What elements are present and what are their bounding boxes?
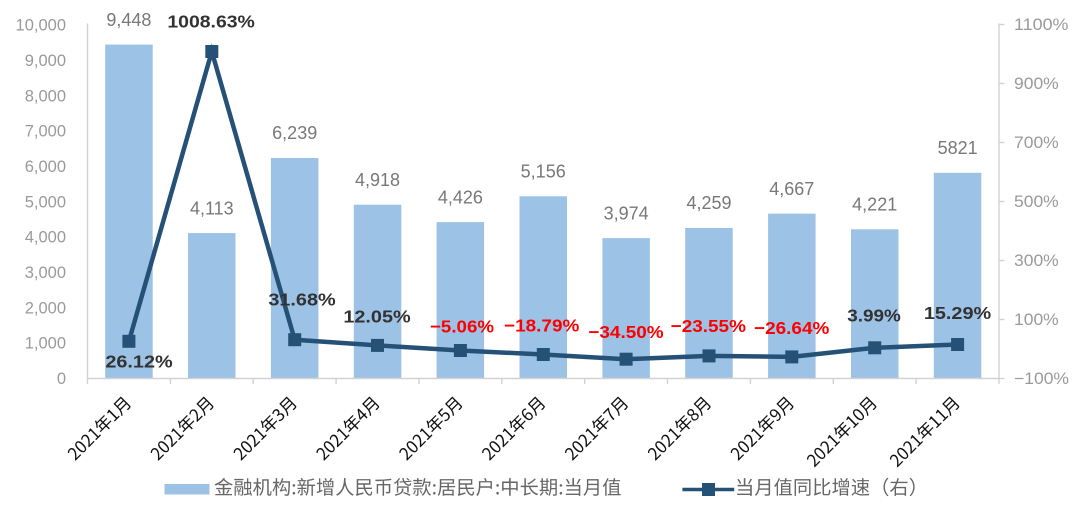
svg-text:0: 0 — [57, 370, 66, 388]
svg-text:1008.63%: 1008.63% — [167, 12, 255, 32]
svg-text:3,000: 3,000 — [25, 264, 66, 282]
svg-text:4,918: 4,918 — [355, 170, 400, 190]
svg-text:2,000: 2,000 — [25, 299, 66, 317]
svg-text:5,156: 5,156 — [521, 162, 566, 182]
svg-text:31.68%: 31.68% — [268, 289, 336, 309]
svg-text:4,667: 4,667 — [769, 179, 814, 199]
svg-text:500%: 500% — [1014, 193, 1059, 211]
svg-text:6,000: 6,000 — [25, 158, 66, 176]
svg-text:7,000: 7,000 — [25, 123, 66, 141]
svg-text:100%: 100% — [1014, 311, 1059, 329]
svg-text:−34.50%: −34.50% — [588, 322, 664, 342]
svg-text:26.12%: 26.12% — [105, 351, 173, 371]
svg-text:−23.55%: −23.55% — [671, 316, 747, 336]
svg-text:3.99%: 3.99% — [847, 305, 901, 325]
svg-text:1,000: 1,000 — [25, 335, 66, 353]
svg-text:4,221: 4,221 — [852, 195, 897, 215]
svg-text:5821: 5821 — [938, 138, 978, 158]
svg-text:300%: 300% — [1014, 252, 1059, 270]
svg-text:5,000: 5,000 — [25, 193, 66, 211]
svg-text:900%: 900% — [1014, 75, 1059, 93]
svg-text:−5.06%: −5.06% — [430, 316, 494, 336]
svg-text:1100%: 1100% — [1014, 16, 1069, 34]
svg-text:9,000: 9,000 — [25, 52, 66, 70]
svg-text:9,448: 9,448 — [106, 10, 151, 30]
svg-text:15.29%: 15.29% — [924, 303, 992, 323]
svg-text:10,000: 10,000 — [16, 17, 66, 35]
svg-text:−100%: −100% — [1014, 370, 1069, 388]
svg-text:4,259: 4,259 — [686, 193, 731, 213]
svg-text:6,239: 6,239 — [272, 123, 317, 143]
svg-text:700%: 700% — [1014, 134, 1059, 152]
svg-text:4,113: 4,113 — [190, 198, 234, 218]
svg-text:4,426: 4,426 — [438, 187, 483, 207]
svg-text:8,000: 8,000 — [25, 87, 66, 105]
svg-text:3,974: 3,974 — [604, 203, 649, 223]
svg-text:−26.64%: −26.64% — [754, 318, 830, 338]
svg-text:−18.79%: −18.79% — [504, 315, 580, 335]
svg-text:12.05%: 12.05% — [343, 306, 411, 326]
svg-text:4,000: 4,000 — [25, 229, 66, 247]
